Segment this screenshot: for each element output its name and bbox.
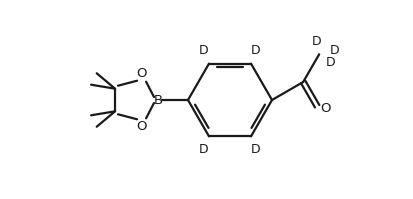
Text: D: D xyxy=(251,143,261,156)
Text: D: D xyxy=(251,44,261,57)
Text: D: D xyxy=(329,44,339,57)
Text: O: O xyxy=(320,102,330,115)
Text: B: B xyxy=(154,94,163,106)
Text: D: D xyxy=(199,44,209,57)
Text: O: O xyxy=(136,120,146,133)
Text: D: D xyxy=(311,35,321,48)
Text: O: O xyxy=(136,67,146,80)
Text: D: D xyxy=(325,56,335,69)
Text: D: D xyxy=(199,143,209,156)
